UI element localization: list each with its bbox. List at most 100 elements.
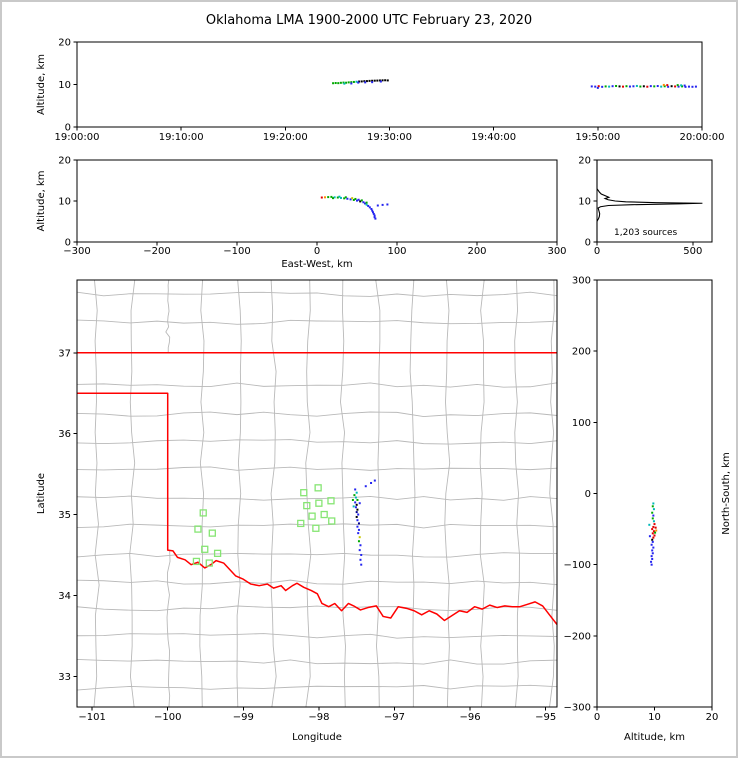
source-point [363, 80, 366, 83]
source-point [652, 525, 655, 528]
source-point [372, 211, 374, 214]
source-point [357, 528, 360, 531]
source-point [368, 206, 371, 209]
source-point [652, 520, 655, 523]
y-axis-label: North-South, km [721, 452, 732, 535]
source-point [354, 488, 357, 491]
source-point [347, 81, 350, 84]
source-point [376, 79, 379, 82]
source-point [358, 502, 361, 505]
station-marker [208, 529, 216, 537]
source-point [357, 198, 360, 201]
panel-frame [76, 41, 703, 128]
source-point [594, 85, 597, 88]
tick-label: −200 [564, 631, 591, 642]
tick-label: 19:30:00 [367, 132, 412, 143]
station-marker [199, 509, 207, 517]
source-point [362, 201, 365, 204]
source-point [655, 529, 658, 532]
source-point [653, 523, 656, 526]
source-point [684, 85, 687, 88]
county-line [93, 279, 100, 708]
county-line [76, 579, 558, 586]
tick-label: 100 [572, 418, 591, 429]
source-point [360, 199, 363, 202]
tick-label: 0 [594, 712, 600, 723]
panel-ew_height: −300 −200 −100 0 100 200 300 0 10 20 East-West, km… [36, 156, 567, 271]
tick-label: 34 [58, 591, 71, 602]
source-point [351, 197, 354, 200]
source-point [597, 85, 600, 88]
tick-label: 20 [706, 712, 719, 723]
tick-label: 33 [58, 672, 71, 683]
source-point [373, 216, 376, 219]
tick-label: −100 [223, 246, 250, 257]
source-point [353, 494, 356, 497]
source-point [666, 84, 669, 87]
tick-label: 10 [58, 197, 71, 208]
tick-label: 19:50:00 [575, 132, 620, 143]
county-line [340, 279, 346, 708]
source-point [336, 196, 339, 199]
source-point [651, 532, 654, 535]
source-points [351, 479, 376, 566]
source-point [371, 79, 374, 82]
source-point [648, 535, 651, 538]
station-marker [297, 519, 305, 528]
source-point [681, 85, 684, 88]
tick-label: −99 [233, 712, 254, 723]
county-line [76, 382, 558, 388]
source-point [370, 207, 373, 210]
source-point [358, 536, 361, 539]
source-point [652, 536, 655, 539]
station-marker [320, 510, 328, 519]
county-line [444, 279, 451, 708]
source-point [652, 502, 655, 505]
source-point [691, 85, 694, 88]
source-count-label: 1,203 sources [614, 228, 678, 238]
tick-label: −100 [564, 560, 591, 571]
source-point [373, 214, 376, 217]
tick-label: 10 [648, 712, 661, 723]
source-point [677, 85, 680, 88]
x-axis-label: Altitude, km [624, 732, 685, 743]
source-point [349, 198, 352, 201]
source-point [367, 204, 370, 207]
source-point [360, 553, 363, 556]
source-point [651, 540, 654, 543]
county-line [479, 279, 485, 708]
source-point [358, 549, 361, 552]
source-point [652, 546, 655, 549]
source-point [354, 506, 357, 509]
tick-label: 0 [585, 489, 591, 500]
source-point [373, 79, 376, 82]
source-point [352, 505, 355, 508]
x-axis-label: Longitude [292, 732, 342, 743]
station-marker [315, 499, 323, 507]
source-point [590, 85, 593, 88]
station-marker [192, 557, 201, 566]
source-point [653, 534, 656, 537]
source-point [601, 85, 604, 88]
source-point [352, 198, 355, 201]
source-point [355, 511, 358, 514]
source-point [635, 84, 638, 87]
source-point [357, 532, 360, 535]
county-line [76, 291, 558, 297]
source-point [651, 552, 654, 555]
source-point [320, 196, 323, 199]
station-marker [327, 497, 335, 505]
tick-label: 37 [58, 348, 71, 359]
source-point [368, 79, 371, 82]
county-line [76, 633, 558, 639]
source-point [355, 80, 358, 83]
tick-label: 10 [578, 197, 591, 208]
station-marker [314, 484, 322, 492]
tick-label: −300 [564, 703, 591, 714]
source-point [622, 85, 625, 88]
source-point [357, 522, 360, 525]
source-point [386, 203, 389, 206]
tick-label: −98 [308, 712, 329, 723]
source-point [611, 85, 614, 88]
